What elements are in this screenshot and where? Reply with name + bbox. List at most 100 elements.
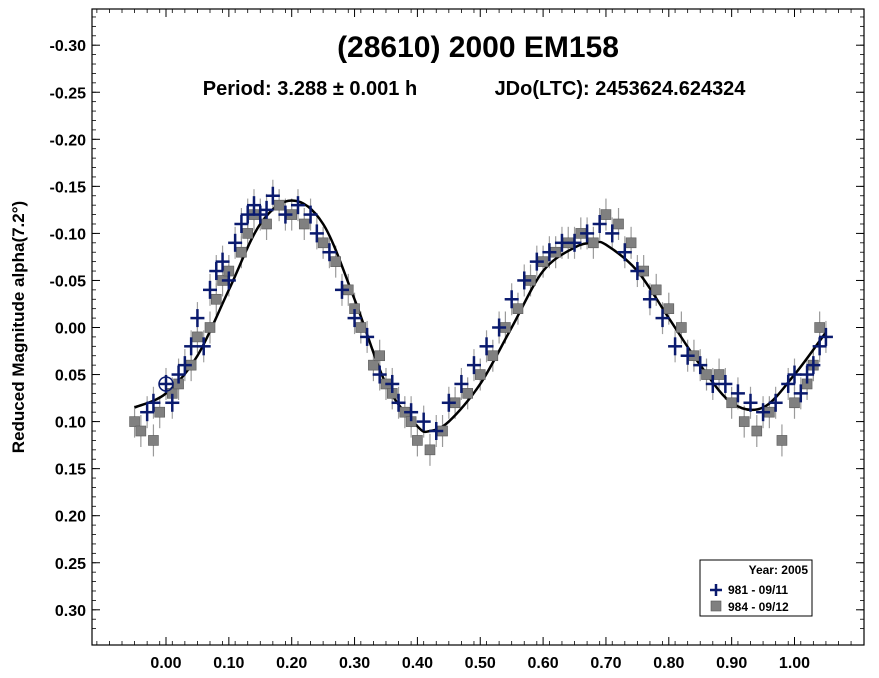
legend: Year: 2005 981 - 09/11 984 - 09/12 xyxy=(699,559,813,617)
plus-point xyxy=(743,393,758,412)
square-point xyxy=(192,331,203,343)
square-point xyxy=(298,218,310,230)
plus-point xyxy=(630,262,645,281)
plus-point xyxy=(146,393,161,412)
square-point xyxy=(776,435,788,446)
square-point xyxy=(462,388,473,399)
epoch-circle-marker xyxy=(158,376,174,392)
plus-point xyxy=(567,233,582,252)
square-point xyxy=(242,228,254,239)
plus-point xyxy=(429,422,444,441)
plus-point xyxy=(184,337,199,356)
plus-point xyxy=(818,327,833,346)
y-tick-label: -0.30 xyxy=(50,38,87,55)
legend-entry-981: 981 - 09/11 xyxy=(728,583,788,597)
plus-point xyxy=(202,280,217,299)
plus-point xyxy=(441,393,456,412)
plus-point xyxy=(246,196,261,215)
y-axis-ticks: -0.30 -0.25 -0.20 -0.15 -0.10 -0.05 0.00 0.05 0.… xyxy=(50,16,864,630)
plus-point xyxy=(240,205,255,224)
square-point xyxy=(676,322,687,333)
plus-point xyxy=(605,224,620,243)
x-tick-label: 0.00 xyxy=(150,655,181,672)
square-point xyxy=(412,435,423,446)
square-point xyxy=(135,425,147,437)
epoch-subtitle: JDo(LTC): 2453624.624324 xyxy=(495,78,747,100)
y-tick-label: -0.05 xyxy=(50,273,87,290)
plus-point xyxy=(221,271,236,290)
plus-point xyxy=(466,356,481,375)
x-tick-label: 0.10 xyxy=(213,655,244,672)
square-point xyxy=(148,435,159,446)
square-point xyxy=(374,350,385,362)
plus-point xyxy=(793,384,808,403)
plus-point xyxy=(278,205,293,224)
plus-point xyxy=(385,374,400,393)
square-point xyxy=(600,209,612,220)
y-tick-label: 0.30 xyxy=(55,603,86,620)
plus-point xyxy=(454,374,469,393)
plus-point xyxy=(592,214,607,233)
fit-curve-group xyxy=(134,199,827,434)
plus-point xyxy=(756,403,771,422)
square-point xyxy=(588,237,599,249)
square-point xyxy=(650,284,662,296)
plus-point xyxy=(234,214,249,233)
plus-point xyxy=(360,327,375,346)
plus-point xyxy=(492,318,507,337)
y-tick-label: -0.20 xyxy=(50,132,87,149)
square-point xyxy=(204,322,216,333)
square-point xyxy=(701,369,712,380)
plus-point xyxy=(190,309,205,328)
plus-point xyxy=(768,393,783,412)
y-axis-label: Reduced Magnitude alpha(7.2°) xyxy=(9,201,28,453)
square-point xyxy=(726,397,737,409)
square-point xyxy=(789,397,800,409)
y-tick-label: 0.15 xyxy=(55,462,86,479)
plus-point xyxy=(404,403,419,422)
square-point xyxy=(487,350,499,362)
square-point xyxy=(751,425,763,437)
y-tick-label: 0.00 xyxy=(55,321,86,338)
plus-point xyxy=(303,205,318,224)
plus-point xyxy=(322,243,337,262)
plus-point xyxy=(787,365,802,384)
square-point xyxy=(613,218,624,230)
x-axis-ticks: 0.00 0.10 0.20 0.30 0.40 0.50 0.60 0.70 0.80 0.90… xyxy=(96,9,852,672)
plus-point xyxy=(617,243,632,262)
plus-point xyxy=(580,224,595,243)
plus-point xyxy=(705,374,720,393)
y-tick-label: -0.10 xyxy=(50,226,87,243)
legend-entry-984: 984 - 09/12 xyxy=(728,600,789,614)
square-point xyxy=(129,416,140,427)
square-point xyxy=(273,199,285,211)
legend-plus-marker xyxy=(710,584,722,596)
plus-point xyxy=(209,262,224,281)
plus-point xyxy=(504,290,519,309)
plus-point xyxy=(347,309,362,328)
x-tick-label: 0.50 xyxy=(465,655,496,672)
plus-point xyxy=(812,337,827,356)
plus-point xyxy=(680,346,695,365)
square-point xyxy=(355,322,367,333)
plus-point xyxy=(253,205,268,224)
plus-point xyxy=(693,356,708,375)
plus-point xyxy=(372,365,387,384)
fit-curve xyxy=(134,199,827,434)
square-point xyxy=(424,444,436,456)
plus-point xyxy=(391,393,406,412)
square-point xyxy=(713,369,725,380)
y-tick-label: -0.15 xyxy=(50,179,87,196)
plus-point xyxy=(542,243,557,262)
plus-point xyxy=(265,186,280,205)
y-tick-label: 0.20 xyxy=(55,509,86,526)
x-tick-label: 0.30 xyxy=(339,655,370,672)
plus-point xyxy=(290,196,305,215)
period-subtitle: Period: 3.288 ± 0.001 h xyxy=(203,78,417,100)
plus-point xyxy=(416,412,431,431)
x-tick-label: 1.00 xyxy=(779,655,810,672)
y-tick-label: 0.05 xyxy=(55,368,86,385)
x-tick-label: 0.20 xyxy=(276,655,307,672)
y-tick-label: 0.25 xyxy=(55,556,86,573)
